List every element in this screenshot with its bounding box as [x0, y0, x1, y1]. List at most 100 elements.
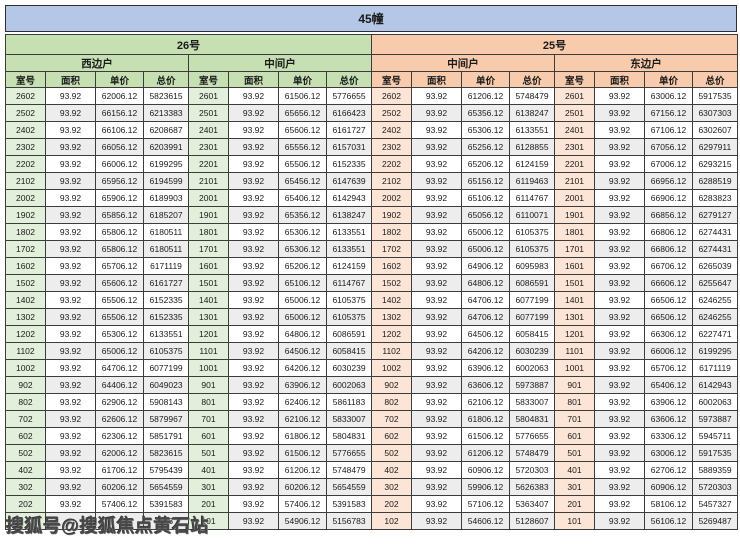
unit-price-cell: 61506.12 [278, 444, 327, 462]
total-price-cell: 6147639 [326, 172, 372, 190]
room-number-cell: 502 [371, 444, 412, 462]
unit-price-cell: 65356.12 [461, 104, 510, 122]
table-row: 2002 93.92 65906.12 6189903 2001 93.92 65406.1… [5, 189, 738, 207]
room-number-cell: 1302 [371, 308, 412, 326]
room-number-cell: 1102 [5, 342, 46, 360]
total-price-cell: 6288519 [692, 172, 738, 190]
unit-price-cell: 65006.12 [95, 342, 144, 360]
room-number-cell: 701 [554, 410, 595, 428]
area-cell: 93.92 [45, 495, 96, 513]
room-number-cell: 1501 [554, 274, 595, 292]
area-cell: 93.92 [228, 325, 279, 343]
unit-middle-26-header: 中间户 [188, 54, 372, 72]
price-table-body: 2602 93.92 62006.12 5823615 2601 93.92 61506.1… [5, 87, 738, 530]
area-cell: 93.92 [411, 393, 462, 411]
unit-price-cell: 57106.12 [461, 495, 510, 513]
table-row: 302 93.92 60206.12 5654559 301 93.92 60206.12 5… [5, 478, 738, 496]
area-cell: 93.92 [228, 121, 279, 139]
area-cell: 93.92 [45, 138, 96, 156]
area-cell: 93.92 [411, 223, 462, 241]
room-number-cell: 2301 [554, 138, 595, 156]
area-cell: 93.92 [228, 359, 279, 377]
total-price-cell: 6128855 [509, 138, 555, 156]
table-row: 202 93.92 57406.12 5391583 201 93.92 57406.12 5… [5, 495, 738, 513]
room-number-cell: 1201 [554, 325, 595, 343]
room-number-cell: 901 [188, 376, 229, 394]
unit-price-cell: 66506.12 [644, 291, 693, 309]
total-price-cell: 6208687 [143, 121, 189, 139]
total-price-cell: 5748479 [509, 87, 555, 105]
unit-price-cell: 62106.12 [278, 410, 327, 428]
column-header-row: 室号 面积 单价 总价 室号 面积 单价 总价 室号 面积 单价 总价 室号 面积 单价 总价 [5, 71, 738, 88]
unit-price-cell: 64706.12 [95, 359, 144, 377]
room-number-cell: 2302 [5, 138, 46, 156]
unit-price-cell: 66106.12 [95, 121, 144, 139]
total-price-cell: 6142943 [326, 189, 372, 207]
unit-price-cell: 65806.12 [95, 240, 144, 258]
total-price-col-header: 总价 [692, 71, 738, 88]
unit-price-cell: 62906.12 [95, 393, 144, 411]
area-cell: 93.92 [45, 121, 96, 139]
unit-price-cell: 64406.12 [95, 376, 144, 394]
total-price-cell: 6199295 [692, 342, 738, 360]
area-cell: 93.92 [45, 376, 96, 394]
table-row: 902 93.92 64406.12 6049023 901 93.92 63906.12 6… [5, 376, 738, 394]
unit-price-cell: 60206.12 [278, 478, 327, 496]
total-price-cell: 6077199 [509, 291, 555, 309]
room-number-cell: 1401 [554, 291, 595, 309]
area-cell: 93.92 [594, 461, 645, 479]
area-cell: 93.92 [45, 444, 96, 462]
unit-price-cell: 66006.12 [95, 155, 144, 173]
total-price-cell: 6161727 [326, 121, 372, 139]
area-cell: 93.92 [228, 444, 279, 462]
room-number-cell: 802 [371, 393, 412, 411]
area-cell: 93.92 [45, 172, 96, 190]
table-row: 1202 93.92 65306.12 6133551 1201 93.92 64806.1… [5, 325, 738, 343]
area-cell: 93.92 [45, 291, 96, 309]
total-price-cell: 6199295 [143, 155, 189, 173]
room-number-cell: 1401 [188, 291, 229, 309]
unit-price-cell: 65956.12 [95, 172, 144, 190]
total-price-col-header: 总价 [326, 71, 372, 88]
unit-price-cell: 60906.12 [644, 478, 693, 496]
unit-price-cell: 63606.12 [461, 376, 510, 394]
total-price-cell: 6194599 [143, 172, 189, 190]
total-price-cell: 6133551 [326, 223, 372, 241]
total-price-cell: 5748479 [509, 444, 555, 462]
unit-price-cell: 63906.12 [461, 359, 510, 377]
room-col-header: 室号 [5, 71, 46, 88]
unit-price-cell: 61206.12 [278, 461, 327, 479]
unit-price-cell: 66956.12 [644, 172, 693, 190]
room-number-cell: 1402 [371, 291, 412, 309]
unit-price-cell: 65856.12 [95, 206, 144, 224]
unit-price-cell: 62606.12 [95, 410, 144, 428]
area-col-header: 面积 [228, 71, 279, 88]
building-25-header: 25号 [371, 34, 738, 55]
total-price-cell: 6142943 [692, 376, 738, 394]
area-cell: 93.92 [594, 223, 645, 241]
unit-price-cell: 64806.12 [278, 325, 327, 343]
total-price-cell: 5748479 [326, 461, 372, 479]
unit-price-cell: 63006.12 [644, 444, 693, 462]
total-price-cell: 6086591 [509, 274, 555, 292]
area-cell: 93.92 [228, 461, 279, 479]
room-number-cell: 902 [371, 376, 412, 394]
unit-price-cell: 64506.12 [278, 342, 327, 360]
room-number-cell: 1301 [188, 308, 229, 326]
room-number-cell: 2501 [188, 104, 229, 122]
total-price-cell: 6138247 [509, 104, 555, 122]
unit-price-cell: 58106.12 [644, 495, 693, 513]
room-number-cell: 1201 [188, 325, 229, 343]
total-price-cell: 6265039 [692, 257, 738, 275]
area-cell: 93.92 [411, 325, 462, 343]
total-price-cell: 5776655 [326, 444, 372, 462]
total-price-cell: 6030239 [326, 359, 372, 377]
room-number-cell: 2202 [5, 155, 46, 173]
unit-price-cell: 65306.12 [278, 240, 327, 258]
total-price-cell: 5720303 [692, 478, 738, 496]
unit-price-cell: 65656.12 [278, 104, 327, 122]
room-number-cell: 1901 [188, 206, 229, 224]
room-number-cell: 2001 [554, 189, 595, 207]
area-cell: 93.92 [411, 172, 462, 190]
unit-price-cell: 66306.12 [644, 325, 693, 343]
